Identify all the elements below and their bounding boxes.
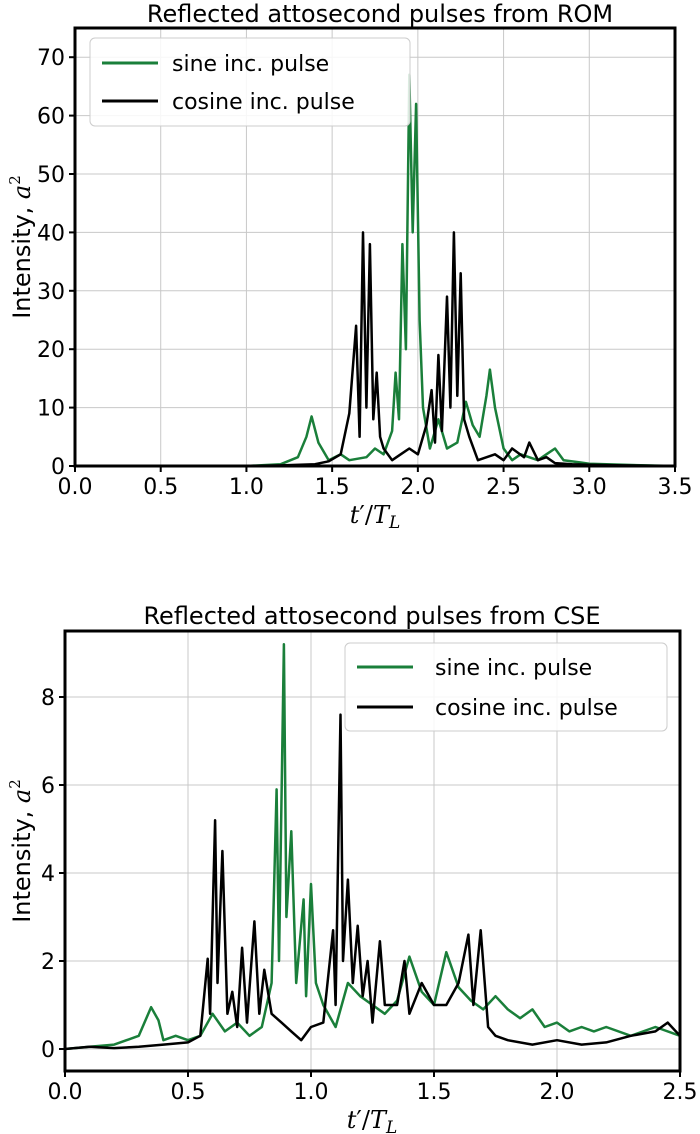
x-tick-label: 1.5 bbox=[417, 1080, 452, 1105]
y-tick-label: 10 bbox=[37, 397, 65, 422]
y-tick-label: 4 bbox=[41, 862, 55, 887]
chart-rom-ticks: 0.0 0.5 1.0 1.5 2.0 2.5 3.0 3.5 0 10 20 30 40 50 60 70 bbox=[37, 46, 693, 500]
series-line-cosine bbox=[64, 713, 681, 1051]
chart-cse: Reflected attosecond pulses from CSE 0.0… bbox=[6, 602, 698, 1134]
chart-cse-ylabel: Intensity, a2 bbox=[6, 779, 36, 923]
x-tick-label: 2.0 bbox=[400, 475, 435, 500]
x-tick-label: 3.5 bbox=[658, 475, 693, 500]
x-tick-label: 1.0 bbox=[294, 1080, 329, 1105]
chart-cse-series bbox=[64, 642, 681, 1051]
x-tick-label: 0.5 bbox=[171, 1080, 206, 1105]
chart-rom: Reflected attosecond pulses from ROM 0.0… bbox=[6, 0, 693, 533]
x-tick-label: 0.5 bbox=[143, 475, 178, 500]
y-tick-label: 0 bbox=[51, 455, 65, 480]
chart-cse-legend: sine inc. pulse cosine inc. pulse bbox=[344, 642, 668, 732]
x-tick-label: 1.5 bbox=[315, 475, 350, 500]
chart-cse-frame bbox=[63, 629, 682, 1073]
x-tick-label: 0.0 bbox=[58, 475, 93, 500]
series-line-sine bbox=[64, 642, 681, 1051]
chart-rom-frame bbox=[73, 26, 677, 468]
x-tick-label: 3.0 bbox=[572, 475, 607, 500]
chart-rom-xlabel: t′/TL bbox=[350, 501, 401, 533]
y-tick-label: 50 bbox=[37, 163, 65, 188]
y-tick-label: 20 bbox=[37, 338, 65, 363]
x-tick-label: 1.0 bbox=[229, 475, 264, 500]
chart-cse-ticks: 0.0 0.5 1.0 1.5 2.0 2.5 0 2 4 6 8 bbox=[41, 686, 698, 1105]
y-tick-label: 6 bbox=[41, 774, 55, 799]
y-tick-label: 2 bbox=[41, 950, 55, 975]
y-tick-label: 60 bbox=[37, 105, 65, 130]
x-tick-label: 0.0 bbox=[48, 1080, 83, 1105]
y-tick-label: 40 bbox=[37, 221, 65, 246]
legend-label-sine: sine inc. pulse bbox=[435, 656, 592, 681]
x-tick-label: 2.0 bbox=[540, 1080, 575, 1105]
series-line-cosine bbox=[75, 231, 676, 468]
chart-rom-title: Reflected attosecond pulses from ROM bbox=[147, 0, 613, 28]
x-tick-label: 2.5 bbox=[486, 475, 521, 500]
chart-rom-series bbox=[75, 73, 676, 468]
chart-cse-xlabel: t′/TL bbox=[347, 1106, 398, 1134]
legend-label-cosine: cosine inc. pulse bbox=[435, 696, 618, 721]
chart-cse-title: Reflected attosecond pulses from CSE bbox=[143, 602, 600, 630]
y-tick-label: 8 bbox=[41, 686, 55, 711]
y-tick-label: 30 bbox=[37, 280, 65, 305]
x-tick-label: 2.5 bbox=[663, 1080, 698, 1105]
chart-rom-legend: sine inc. pulse cosine inc. pulse bbox=[89, 37, 411, 127]
y-tick-label: 70 bbox=[37, 46, 65, 71]
y-tick-label: 0 bbox=[41, 1038, 55, 1063]
legend-label-cosine: cosine inc. pulse bbox=[172, 90, 355, 115]
chart-rom-ylabel: Intensity, a2 bbox=[6, 175, 36, 319]
legend-label-sine: sine inc. pulse bbox=[172, 52, 329, 77]
